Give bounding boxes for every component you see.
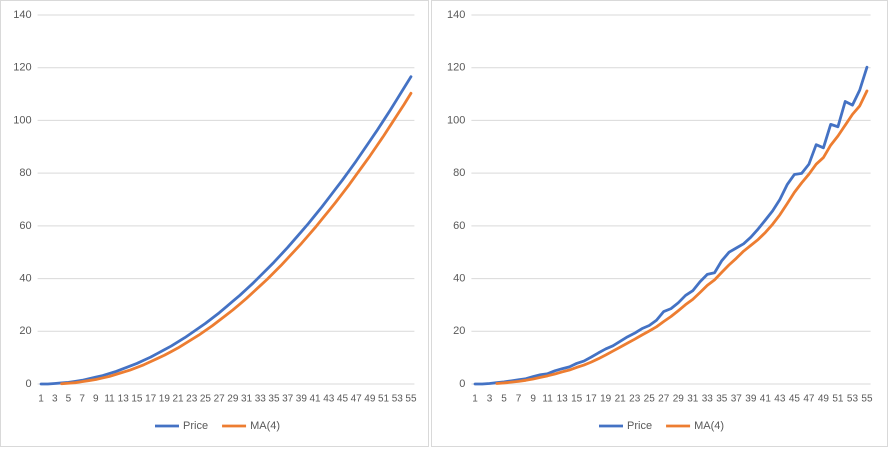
- x-tick-label: 23: [186, 394, 198, 405]
- x-tick-label: 21: [172, 394, 184, 405]
- x-tick-label: 21: [615, 394, 627, 405]
- x-tick-label: 31: [687, 394, 699, 405]
- x-tick-label: 33: [255, 394, 267, 405]
- line: [495, 89, 869, 385]
- x-tick-label: 5: [66, 394, 72, 405]
- x-tick-label: 55: [405, 394, 417, 405]
- x-tick-label: 17: [586, 394, 598, 405]
- y-tick-label: 60: [19, 220, 31, 232]
- y-tick-label: 140: [447, 9, 465, 21]
- y-tick-label: 140: [13, 9, 31, 21]
- x-tick-label: 25: [200, 394, 212, 405]
- y-tick-label: 0: [459, 378, 465, 390]
- x-tick-label: 41: [309, 394, 321, 405]
- panel: [431, 0, 888, 447]
- x-tick-label: 9: [530, 394, 536, 405]
- x-tick-label: 55: [861, 394, 873, 405]
- panel: [0, 0, 429, 447]
- x-tick-label: 49: [364, 394, 376, 405]
- y-tick-label: 0: [25, 378, 31, 390]
- x-tick-label: 1: [38, 394, 44, 405]
- x-tick-label: 25: [644, 394, 656, 405]
- x-tick-label: 53: [847, 394, 859, 405]
- x-tick-label: 7: [516, 394, 522, 405]
- x-tick-label: 45: [789, 394, 801, 405]
- x-tick-label: 37: [282, 394, 294, 405]
- x-tick-label: 35: [268, 394, 280, 405]
- x-tick-label: 11: [542, 394, 553, 405]
- x-tick-label: 9: [93, 394, 99, 405]
- y-tick-label: 60: [453, 220, 465, 232]
- line: [473, 65, 869, 386]
- legend-label: MA(4): [694, 420, 724, 432]
- x-tick-label: 13: [118, 394, 130, 405]
- x-tick-label: 19: [159, 394, 171, 405]
- legend-label: Price: [627, 420, 652, 432]
- y-tick-label: 100: [13, 114, 31, 126]
- x-tick-label: 23: [629, 394, 641, 405]
- x-tick-label: 47: [351, 394, 363, 405]
- line: [39, 75, 413, 386]
- x-tick-label: 39: [296, 394, 308, 405]
- y-tick-label: 120: [13, 62, 31, 74]
- x-tick-label: 29: [673, 394, 685, 405]
- legend-label: Price: [183, 420, 208, 432]
- x-tick-label: 19: [600, 394, 612, 405]
- y-tick-label: 120: [447, 62, 465, 74]
- x-tick-label: 27: [214, 394, 226, 405]
- y-tick-label: 20: [19, 325, 31, 337]
- x-tick-label: 41: [760, 394, 772, 405]
- y-tick-label: 100: [447, 114, 465, 126]
- x-tick-label: 1: [472, 394, 478, 405]
- line: [60, 91, 413, 386]
- x-tick-label: 5: [501, 394, 507, 405]
- x-tick-label: 31: [241, 394, 253, 405]
- y-tick-label: 80: [453, 167, 465, 179]
- x-tick-label: 49: [818, 394, 830, 405]
- x-tick-label: 47: [803, 394, 815, 405]
- y-tick-label: 40: [453, 272, 465, 284]
- x-tick-label: 37: [731, 394, 743, 405]
- x-tick-label: 3: [52, 394, 58, 405]
- x-tick-label: 45: [337, 394, 349, 405]
- x-tick-label: 51: [378, 394, 390, 405]
- x-tick-label: 7: [79, 394, 85, 405]
- x-tick-label: 35: [716, 394, 728, 405]
- x-tick-label: 27: [658, 394, 670, 405]
- x-tick-label: 33: [702, 394, 714, 405]
- x-tick-label: 51: [832, 394, 844, 405]
- x-tick-label: 15: [571, 394, 583, 405]
- x-tick-label: 43: [323, 394, 335, 405]
- x-tick-label: 17: [145, 394, 157, 405]
- legend-label: MA(4): [250, 420, 280, 432]
- x-tick-label: 39: [745, 394, 757, 405]
- x-tick-label: 53: [392, 394, 404, 405]
- y-tick-label: 20: [453, 325, 465, 337]
- x-tick-label: 3: [487, 394, 493, 405]
- x-tick-label: 11: [104, 394, 115, 405]
- x-tick-label: 13: [557, 394, 569, 405]
- x-tick-label: 43: [774, 394, 786, 405]
- y-tick-label: 40: [19, 272, 31, 284]
- y-tick-label: 80: [19, 167, 31, 179]
- x-tick-label: 15: [131, 394, 143, 405]
- x-tick-label: 29: [227, 394, 239, 405]
